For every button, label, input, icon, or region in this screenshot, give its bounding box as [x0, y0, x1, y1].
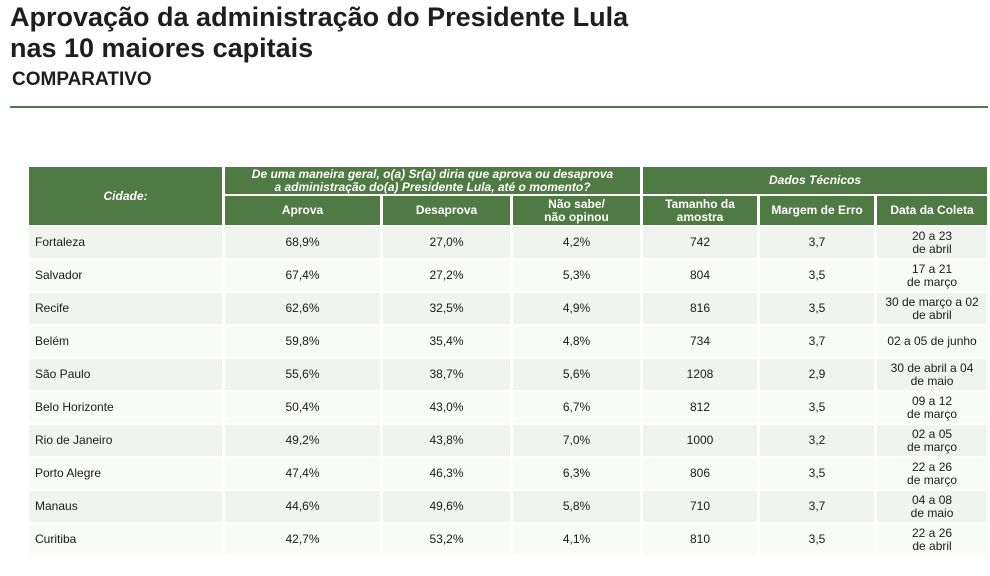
cell-margin: 3,7	[760, 326, 875, 357]
page-title: Aprovação da administração do Presidente…	[10, 2, 628, 64]
cell-approve: 44,6%	[225, 491, 380, 522]
column-header-margin: Margem de Erro	[760, 196, 875, 225]
cell-approve: 68,9%	[225, 227, 380, 258]
cell-date: 20 a 23 de abril	[877, 227, 988, 258]
cell-approve: 59,8%	[225, 326, 380, 357]
cell-sample: 806	[643, 458, 758, 489]
cell-margin: 3,7	[760, 491, 875, 522]
column-header-approve: Aprova	[225, 196, 380, 225]
table-row: Porto Alegre 47,4% 46,3% 6,3% 806 3,5 22…	[29, 458, 988, 489]
cell-date: 22 a 26 de março	[877, 458, 988, 489]
table-row: Belém 59,8% 35,4% 4,8% 734 3,7 02 a 05 d…	[29, 326, 988, 357]
cell-city: Manaus	[29, 491, 222, 522]
cell-city: Salvador	[29, 260, 222, 291]
cell-city: Belo Horizonte	[29, 392, 222, 423]
cell-margin: 2,9	[760, 359, 875, 390]
cell-city: São Paulo	[29, 359, 222, 390]
column-header-no-answer: Não sabe/ não opinou	[513, 196, 641, 225]
cell-sample: 710	[643, 491, 758, 522]
cell-no-answer: 5,6%	[513, 359, 641, 390]
cell-date: 17 a 21 de março	[877, 260, 988, 291]
approval-table: Cidade: De uma maneira geral, o(a) Sr(a)…	[26, 165, 990, 557]
cell-no-answer: 4,1%	[513, 524, 641, 555]
cell-approve: 42,7%	[225, 524, 380, 555]
cell-disapprove: 43,0%	[383, 392, 510, 423]
cell-margin: 3,5	[760, 293, 875, 324]
cell-sample: 804	[643, 260, 758, 291]
table-row: Fortaleza 68,9% 27,0% 4,2% 742 3,7 20 a …	[29, 227, 988, 258]
cell-no-answer: 6,3%	[513, 458, 641, 489]
cell-approve: 67,4%	[225, 260, 380, 291]
cell-no-answer: 4,2%	[513, 227, 641, 258]
cell-city: Recife	[29, 293, 222, 324]
cell-margin: 3,5	[760, 260, 875, 291]
cell-disapprove: 49,6%	[383, 491, 510, 522]
table-row: Salvador 67,4% 27,2% 5,3% 804 3,5 17 a 2…	[29, 260, 988, 291]
cell-disapprove: 43,8%	[383, 425, 510, 456]
cell-sample: 734	[643, 326, 758, 357]
cell-disapprove: 53,2%	[383, 524, 510, 555]
cell-no-answer: 5,8%	[513, 491, 641, 522]
cell-approve: 50,4%	[225, 392, 380, 423]
cell-sample: 816	[643, 293, 758, 324]
cell-disapprove: 35,4%	[383, 326, 510, 357]
cell-approve: 62,6%	[225, 293, 380, 324]
cell-margin: 3,7	[760, 227, 875, 258]
cell-date: 30 de abril a 04 de maio	[877, 359, 988, 390]
cell-date: 30 de março a 02 de abril	[877, 293, 988, 324]
cell-city: Rio de Janeiro	[29, 425, 222, 456]
column-header-disapprove: Desaprova	[383, 196, 510, 225]
cell-sample: 1208	[643, 359, 758, 390]
cell-sample: 1000	[643, 425, 758, 456]
cell-margin: 3,2	[760, 425, 875, 456]
cell-date: 02 a 05 de março	[877, 425, 988, 456]
cell-city: Belém	[29, 326, 222, 357]
cell-city: Fortaleza	[29, 227, 222, 258]
column-header-city: Cidade:	[29, 167, 222, 225]
title-line-2: nas 10 maiores capitais	[10, 33, 314, 63]
cell-margin: 3,5	[760, 458, 875, 489]
cell-date: 09 a 12 de março	[877, 392, 988, 423]
cell-date: 22 a 26 de abril	[877, 524, 988, 555]
cell-margin: 3,5	[760, 524, 875, 555]
cell-city: Porto Alegre	[29, 458, 222, 489]
cell-no-answer: 6,7%	[513, 392, 641, 423]
cell-date: 02 a 05 de junho	[877, 326, 988, 357]
cell-disapprove: 38,7%	[383, 359, 510, 390]
cell-approve: 49,2%	[225, 425, 380, 456]
cell-disapprove: 46,3%	[383, 458, 510, 489]
cell-disapprove: 27,0%	[383, 227, 510, 258]
cell-no-answer: 4,8%	[513, 326, 641, 357]
cell-approve: 47,4%	[225, 458, 380, 489]
page-subtitle: COMPARATIVO	[12, 69, 152, 90]
cell-disapprove: 27,2%	[383, 260, 510, 291]
table-row: Curitiba 42,7% 53,2% 4,1% 810 3,5 22 a 2…	[29, 524, 988, 555]
cell-date: 04 a 08 de maio	[877, 491, 988, 522]
title-line-1: Aprovação da administração do Presidente…	[10, 2, 629, 32]
column-header-sample: Tamanho da amostra	[643, 196, 758, 225]
cell-no-answer: 4,9%	[513, 293, 641, 324]
cell-sample: 812	[643, 392, 758, 423]
cell-approve: 55,6%	[225, 359, 380, 390]
cell-sample: 742	[643, 227, 758, 258]
technical-data-header: Dados Técnicos	[643, 167, 988, 194]
cell-disapprove: 32,5%	[383, 293, 510, 324]
cell-no-answer: 7,0%	[513, 425, 641, 456]
column-header-date: Data da Coleta	[877, 196, 988, 225]
cell-margin: 3,5	[760, 392, 875, 423]
table-row: São Paulo 55,6% 38,7% 5,6% 1208 2,9 30 d…	[29, 359, 988, 390]
table-row: Belo Horizonte 50,4% 43,0% 6,7% 812 3,5 …	[29, 392, 988, 423]
title-divider	[10, 106, 988, 108]
table-row: Recife 62,6% 32,5% 4,9% 816 3,5 30 de ma…	[29, 293, 988, 324]
table-row: Rio de Janeiro 49,2% 43,8% 7,0% 1000 3,2…	[29, 425, 988, 456]
table-row: Manaus 44,6% 49,6% 5,8% 710 3,7 04 a 08 d…	[29, 491, 988, 522]
cell-city: Curitiba	[29, 524, 222, 555]
question-header: De uma maneira geral, o(a) Sr(a) diria q…	[225, 167, 641, 194]
cell-sample: 810	[643, 524, 758, 555]
cell-no-answer: 5,3%	[513, 260, 641, 291]
